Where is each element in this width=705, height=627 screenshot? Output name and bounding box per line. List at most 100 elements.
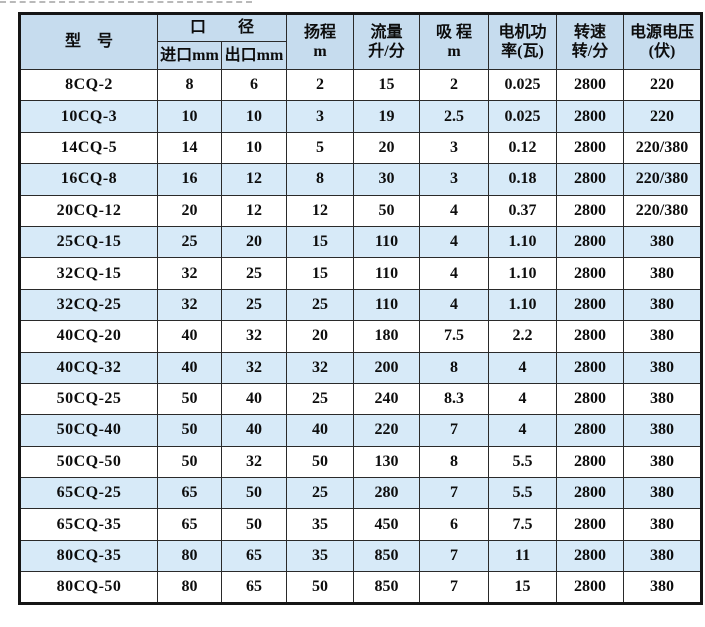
cell-suction: 4 (419, 257, 490, 290)
cell-outlet: 40 (220, 382, 288, 416)
cell-flow: 280 (353, 477, 421, 510)
cell-model: 50CQ-40 (19, 414, 158, 447)
cell-inlet: 32 (157, 288, 222, 322)
table-row: 16CQ-8 16 12 8 30 3 0.18 2800 220/380 (19, 163, 703, 196)
cell-inlet: 65 (157, 508, 222, 541)
cell-inlet: 50 (157, 445, 222, 479)
cell-suction: 2 (419, 68, 490, 102)
table-row: 65CQ-25 65 50 25 280 7 5.5 2800 380 (19, 477, 703, 510)
table-row: 8CQ-2 8 6 2 15 2 0.025 2800 220 (19, 68, 703, 102)
cell-voltage: 380 (623, 445, 703, 479)
cell-flow: 30 (353, 163, 421, 196)
cell-outlet: 65 (220, 539, 288, 573)
cell-voltage: 220 (623, 68, 703, 102)
cell-inlet: 8 (157, 68, 222, 102)
cell-outlet: 65 (220, 571, 288, 604)
header-caliber-group: 口 径 (156, 13, 288, 42)
table-row: 10CQ-3 10 10 3 19 2.5 0.025 2800 220 (19, 100, 703, 133)
table-row: 40CQ-32 40 32 32 200 8 4 2800 380 (19, 351, 703, 384)
cell-flow: 450 (353, 508, 421, 541)
cell-voltage: 380 (623, 382, 703, 416)
cell-outlet: 25 (220, 257, 288, 290)
cell-inlet: 50 (157, 414, 222, 447)
header-inlet: 进口mm (157, 41, 222, 70)
cell-model: 80CQ-50 (19, 571, 158, 604)
cell-head: 40 (286, 414, 355, 447)
cell-speed: 2800 (556, 414, 625, 447)
cell-flow: 180 (353, 320, 421, 353)
cell-power: 0.025 (488, 100, 558, 133)
cell-flow: 20 (353, 131, 421, 165)
cell-head: 35 (286, 539, 355, 573)
cell-flow: 19 (353, 100, 421, 133)
cell-power: 5.5 (488, 477, 558, 510)
cell-power: 11 (488, 539, 558, 573)
cell-speed: 2800 (556, 571, 625, 604)
cell-voltage: 380 (623, 351, 703, 384)
cell-flow: 240 (353, 382, 421, 416)
table-row: 32CQ-15 32 25 15 110 4 1.10 2800 380 (19, 257, 703, 290)
pump-spec-table: 型 号 口 径 扬程 m 流量 升/分 吸 程 m 电机功 率(瓦) (18, 12, 704, 605)
cell-voltage: 220/380 (623, 194, 703, 227)
cell-speed: 2800 (556, 382, 625, 416)
cell-model: 65CQ-35 (19, 508, 158, 541)
table-row: 20CQ-12 20 12 12 50 4 0.37 2800 220/380 (19, 194, 703, 227)
header-voltage: 电源电压 (伏) (623, 13, 703, 70)
table-row: 65CQ-35 65 50 35 450 6 7.5 2800 380 (19, 508, 703, 541)
cell-inlet: 40 (157, 320, 222, 353)
cell-suction: 7.5 (419, 320, 490, 353)
cell-head: 50 (286, 571, 355, 604)
header-power: 电机功 率(瓦) (488, 13, 558, 70)
cell-flow: 850 (353, 571, 421, 604)
cell-voltage: 380 (623, 477, 703, 510)
cell-model: 8CQ-2 (19, 68, 158, 102)
cell-outlet: 25 (220, 288, 288, 322)
cell-power: 4 (488, 351, 558, 384)
cell-speed: 2800 (556, 539, 625, 573)
cell-model: 50CQ-50 (19, 445, 158, 479)
cell-outlet: 50 (220, 477, 288, 510)
cell-suction: 7 (419, 477, 490, 510)
cell-inlet: 25 (157, 225, 222, 259)
cell-outlet: 12 (220, 163, 288, 196)
cell-inlet: 40 (157, 351, 222, 384)
cell-speed: 2800 (556, 163, 625, 196)
header-outlet: 出口mm (220, 41, 288, 70)
table-row: 14CQ-5 14 10 5 20 3 0.12 2800 220/380 (19, 131, 703, 165)
cell-model: 16CQ-8 (19, 163, 158, 196)
cell-head: 25 (286, 477, 355, 510)
cell-voltage: 380 (623, 571, 703, 604)
cell-speed: 2800 (556, 225, 625, 259)
cell-model: 50CQ-25 (19, 382, 158, 416)
cell-speed: 2800 (556, 131, 625, 165)
cell-inlet: 20 (157, 194, 222, 227)
cell-suction: 7 (419, 539, 490, 573)
cell-inlet: 80 (157, 571, 222, 604)
cell-inlet: 16 (157, 163, 222, 196)
table-header: 型 号 口 径 扬程 m 流量 升/分 吸 程 m 电机功 率(瓦) (19, 13, 703, 70)
cell-model: 40CQ-32 (19, 351, 158, 384)
cell-power: 1.10 (488, 225, 558, 259)
cell-model: 14CQ-5 (19, 131, 158, 165)
cell-flow: 110 (353, 288, 421, 322)
cell-voltage: 220 (623, 100, 703, 133)
cell-speed: 2800 (556, 194, 625, 227)
header-suction: 吸 程 m (419, 13, 490, 70)
cell-speed: 2800 (556, 68, 625, 102)
cell-flow: 110 (353, 257, 421, 290)
cell-voltage: 380 (623, 414, 703, 447)
cell-head: 12 (286, 194, 355, 227)
cell-model: 32CQ-15 (19, 257, 158, 290)
cell-speed: 2800 (556, 257, 625, 290)
table-row: 50CQ-25 50 40 25 240 8.3 4 2800 380 (19, 382, 703, 416)
cell-outlet: 32 (220, 445, 288, 479)
cell-speed: 2800 (556, 445, 625, 479)
cell-inlet: 32 (157, 257, 222, 290)
cell-speed: 2800 (556, 477, 625, 510)
cell-power: 15 (488, 571, 558, 604)
cell-model: 32CQ-25 (19, 288, 158, 322)
cell-outlet: 10 (220, 100, 288, 133)
cell-inlet: 50 (157, 382, 222, 416)
cell-flow: 850 (353, 539, 421, 573)
